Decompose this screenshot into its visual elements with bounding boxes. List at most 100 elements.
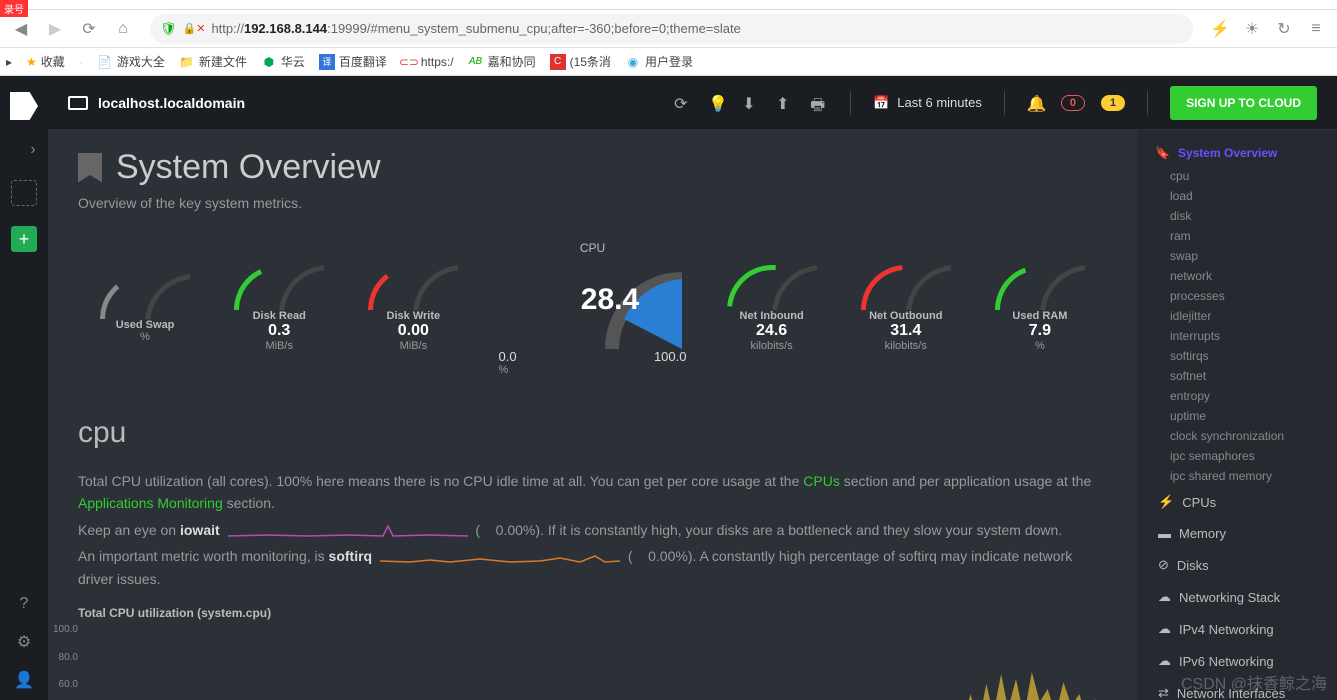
user-icon[interactable]: 👤	[14, 670, 34, 690]
rn-cat-Networking-Stack[interactable]: ☁Networking Stack	[1140, 581, 1337, 613]
add-button[interactable]: +	[11, 226, 37, 252]
link-cpus[interactable]: CPUs	[803, 473, 840, 489]
bm-4[interactable]: 译百度翻译	[319, 53, 387, 70]
alert-badge-warning[interactable]: 1	[1101, 95, 1125, 111]
gauges-row: Used Swap % Disk Read 0.3 MiB/s Disk Wri…	[78, 231, 1107, 406]
gauge-net-outbound[interactable]: Net Outbound 31.4 kilobits/s	[851, 265, 961, 352]
rn-sub-disk[interactable]: disk	[1140, 206, 1337, 226]
back-button[interactable]: ◀	[6, 14, 36, 44]
calendar-icon: 📅	[873, 95, 889, 111]
sidebar-toggle[interactable]: ▸	[6, 55, 12, 69]
reload-button[interactable]: ⟳	[74, 14, 104, 44]
cat-icon: ⊘	[1158, 557, 1169, 573]
rn-sub-processes[interactable]: processes	[1140, 286, 1337, 306]
bm-7[interactable]: C(15条消	[550, 53, 611, 70]
cat-icon: ☁	[1158, 653, 1171, 669]
menu-icon[interactable]: ≡	[1301, 14, 1331, 44]
upload-icon[interactable]: ⬆	[776, 94, 794, 112]
bulb-icon[interactable]: 💡	[708, 94, 726, 112]
settings-icon[interactable]: ⚙	[14, 632, 34, 652]
rn-system-overview[interactable]: 🔖 System Overview	[1137, 140, 1337, 166]
cpu-chart[interactable]: 100.0 80.0 60.0 40.0 20.0	[78, 624, 1107, 700]
bm-2[interactable]: 📁新建文件	[179, 53, 247, 70]
separator	[1147, 91, 1148, 115]
chart-title: Total CPU utilization (system.cpu)	[78, 606, 1107, 620]
rn-sub-ipc-semaphores[interactable]: ipc semaphores	[1140, 446, 1337, 466]
bm-3[interactable]: ⬢华云	[261, 53, 305, 70]
cat-icon: ▬	[1158, 526, 1171, 541]
download-icon[interactable]: ⬇	[742, 94, 760, 112]
left-rail: › + ? ⚙ 👤	[0, 76, 48, 700]
signup-button[interactable]: SIGN UP TO CLOUD	[1170, 86, 1317, 120]
time-range-picker[interactable]: 📅 Last 6 minutes	[873, 95, 982, 111]
favorites[interactable]: ★收藏	[26, 53, 65, 70]
rn-cat-CPUs[interactable]: ⚡CPUs	[1140, 486, 1337, 518]
url-bar[interactable]: 🛡 🔒✕ http://192.168.8.144:19999/#menu_sy…	[150, 14, 1193, 44]
rn-sub-load[interactable]: load	[1140, 186, 1337, 206]
rn-sub-softnet[interactable]: softnet	[1140, 366, 1337, 386]
bookmark-icon: 🔖	[1155, 146, 1170, 160]
rn-sub-network[interactable]: network	[1140, 266, 1337, 286]
rn-cat-Memory[interactable]: ▬Memory	[1140, 518, 1337, 549]
rn-cat-Disks[interactable]: ⊘Disks	[1140, 549, 1337, 581]
refresh-icon[interactable]: ↻	[1269, 14, 1299, 44]
content: System Overview Overview of the key syst…	[48, 130, 1137, 700]
rn-sub-cpu[interactable]: cpu	[1140, 166, 1337, 186]
bookmark-icon[interactable]	[78, 153, 102, 183]
rn-sub-clock-synchronization[interactable]: clock synchronization	[1140, 426, 1337, 446]
rn-sub-swap[interactable]: swap	[1140, 246, 1337, 266]
tab-strip: 录号	[0, 0, 1337, 10]
sparkline-iowait	[228, 524, 468, 538]
hostname: localhost.localdomain	[98, 95, 245, 111]
home-button[interactable]: ⌂	[108, 14, 138, 44]
rn-sub-entropy[interactable]: entropy	[1140, 386, 1337, 406]
bm-5[interactable]: ⊂⊃https:/	[401, 54, 454, 70]
gauge-used-ram[interactable]: Used RAM 7.9 %	[985, 265, 1095, 352]
insecure-icon: 🔒✕	[183, 22, 206, 35]
bm-1[interactable]: 📄游戏大全	[97, 53, 165, 70]
device-icon	[68, 96, 88, 110]
section-heading-cpu: cpu	[78, 416, 1107, 450]
sparkline-softirq	[380, 550, 620, 564]
separator	[1004, 91, 1005, 115]
alert-badge-critical[interactable]: 0	[1061, 95, 1085, 111]
time-label: Last 6 minutes	[897, 95, 982, 110]
shield-icon: 🛡	[160, 21, 177, 37]
sync-icon[interactable]: ⟳	[674, 94, 692, 112]
bm-8[interactable]: ◉用户登录	[625, 53, 693, 70]
forward-button[interactable]: ▶	[40, 14, 70, 44]
gauge-used-swap[interactable]: Used Swap %	[90, 274, 200, 343]
rn-sub-softirqs[interactable]: softirqs	[1140, 346, 1337, 366]
rn-sub-idlejitter[interactable]: idlejitter	[1140, 306, 1337, 326]
print-icon[interactable]: 🖶	[810, 94, 828, 112]
subtitle: Overview of the key system metrics.	[78, 195, 1107, 211]
url-text: http://192.168.8.144:19999/#menu_system_…	[211, 21, 740, 36]
browser-nav-bar: ◀ ▶ ⟳ ⌂ 🛡 🔒✕ http://192.168.8.144:19999/…	[0, 10, 1337, 48]
help-icon[interactable]: ?	[14, 594, 34, 614]
rn-sub-uptime[interactable]: uptime	[1140, 406, 1337, 426]
link-apps[interactable]: Applications Monitoring	[78, 495, 223, 511]
bookmark-bar: ▸ ★收藏 · 📄游戏大全 📁新建文件 ⬢华云 译百度翻译 ⊂⊃https:/ …	[0, 48, 1337, 76]
logo-icon[interactable]	[10, 92, 38, 120]
cat-icon: ☁	[1158, 589, 1171, 605]
cat-icon: ⚡	[1158, 494, 1174, 510]
rn-sub-interrupts[interactable]: interrupts	[1140, 326, 1337, 346]
gauge-disk-write[interactable]: Disk Write 0.00 MiB/s	[358, 265, 468, 352]
gauge-disk-read[interactable]: Disk Read 0.3 MiB/s	[224, 265, 334, 352]
cpu-desc-2: Keep an eye on iowait ( 0.00%). If it is…	[78, 519, 1107, 541]
rn-cat-IPv4-Networking[interactable]: ☁IPv4 Networking	[1140, 613, 1337, 645]
gauge-cpu[interactable]: CPU 28.4 0.0 100.0 %	[492, 241, 692, 376]
cpu-desc-1: Total CPU utilization (all cores). 100% …	[78, 470, 1107, 515]
host-badge[interactable]: localhost.localdomain	[68, 95, 245, 111]
rn-sub-ipc-shared-memory[interactable]: ipc shared memory	[1140, 466, 1337, 486]
theme-icon[interactable]: ☀	[1237, 14, 1267, 44]
expand-rail-icon[interactable]: ›	[23, 140, 43, 160]
gauge-net-inbound[interactable]: Net Inbound 24.6 kilobits/s	[717, 265, 827, 352]
bolt-icon[interactable]: ⚡	[1205, 14, 1235, 44]
topbar: localhost.localdomain ⟳ 💡 ⬇ ⬆ 🖶 📅 Last 6…	[48, 76, 1337, 130]
placeholder-box[interactable]	[11, 180, 37, 206]
bell-icon[interactable]: 🔔	[1027, 94, 1045, 112]
cat-icon: ☁	[1158, 621, 1171, 637]
bm-6[interactable]: AB嘉和协同	[468, 53, 536, 70]
rn-sub-ram[interactable]: ram	[1140, 226, 1337, 246]
